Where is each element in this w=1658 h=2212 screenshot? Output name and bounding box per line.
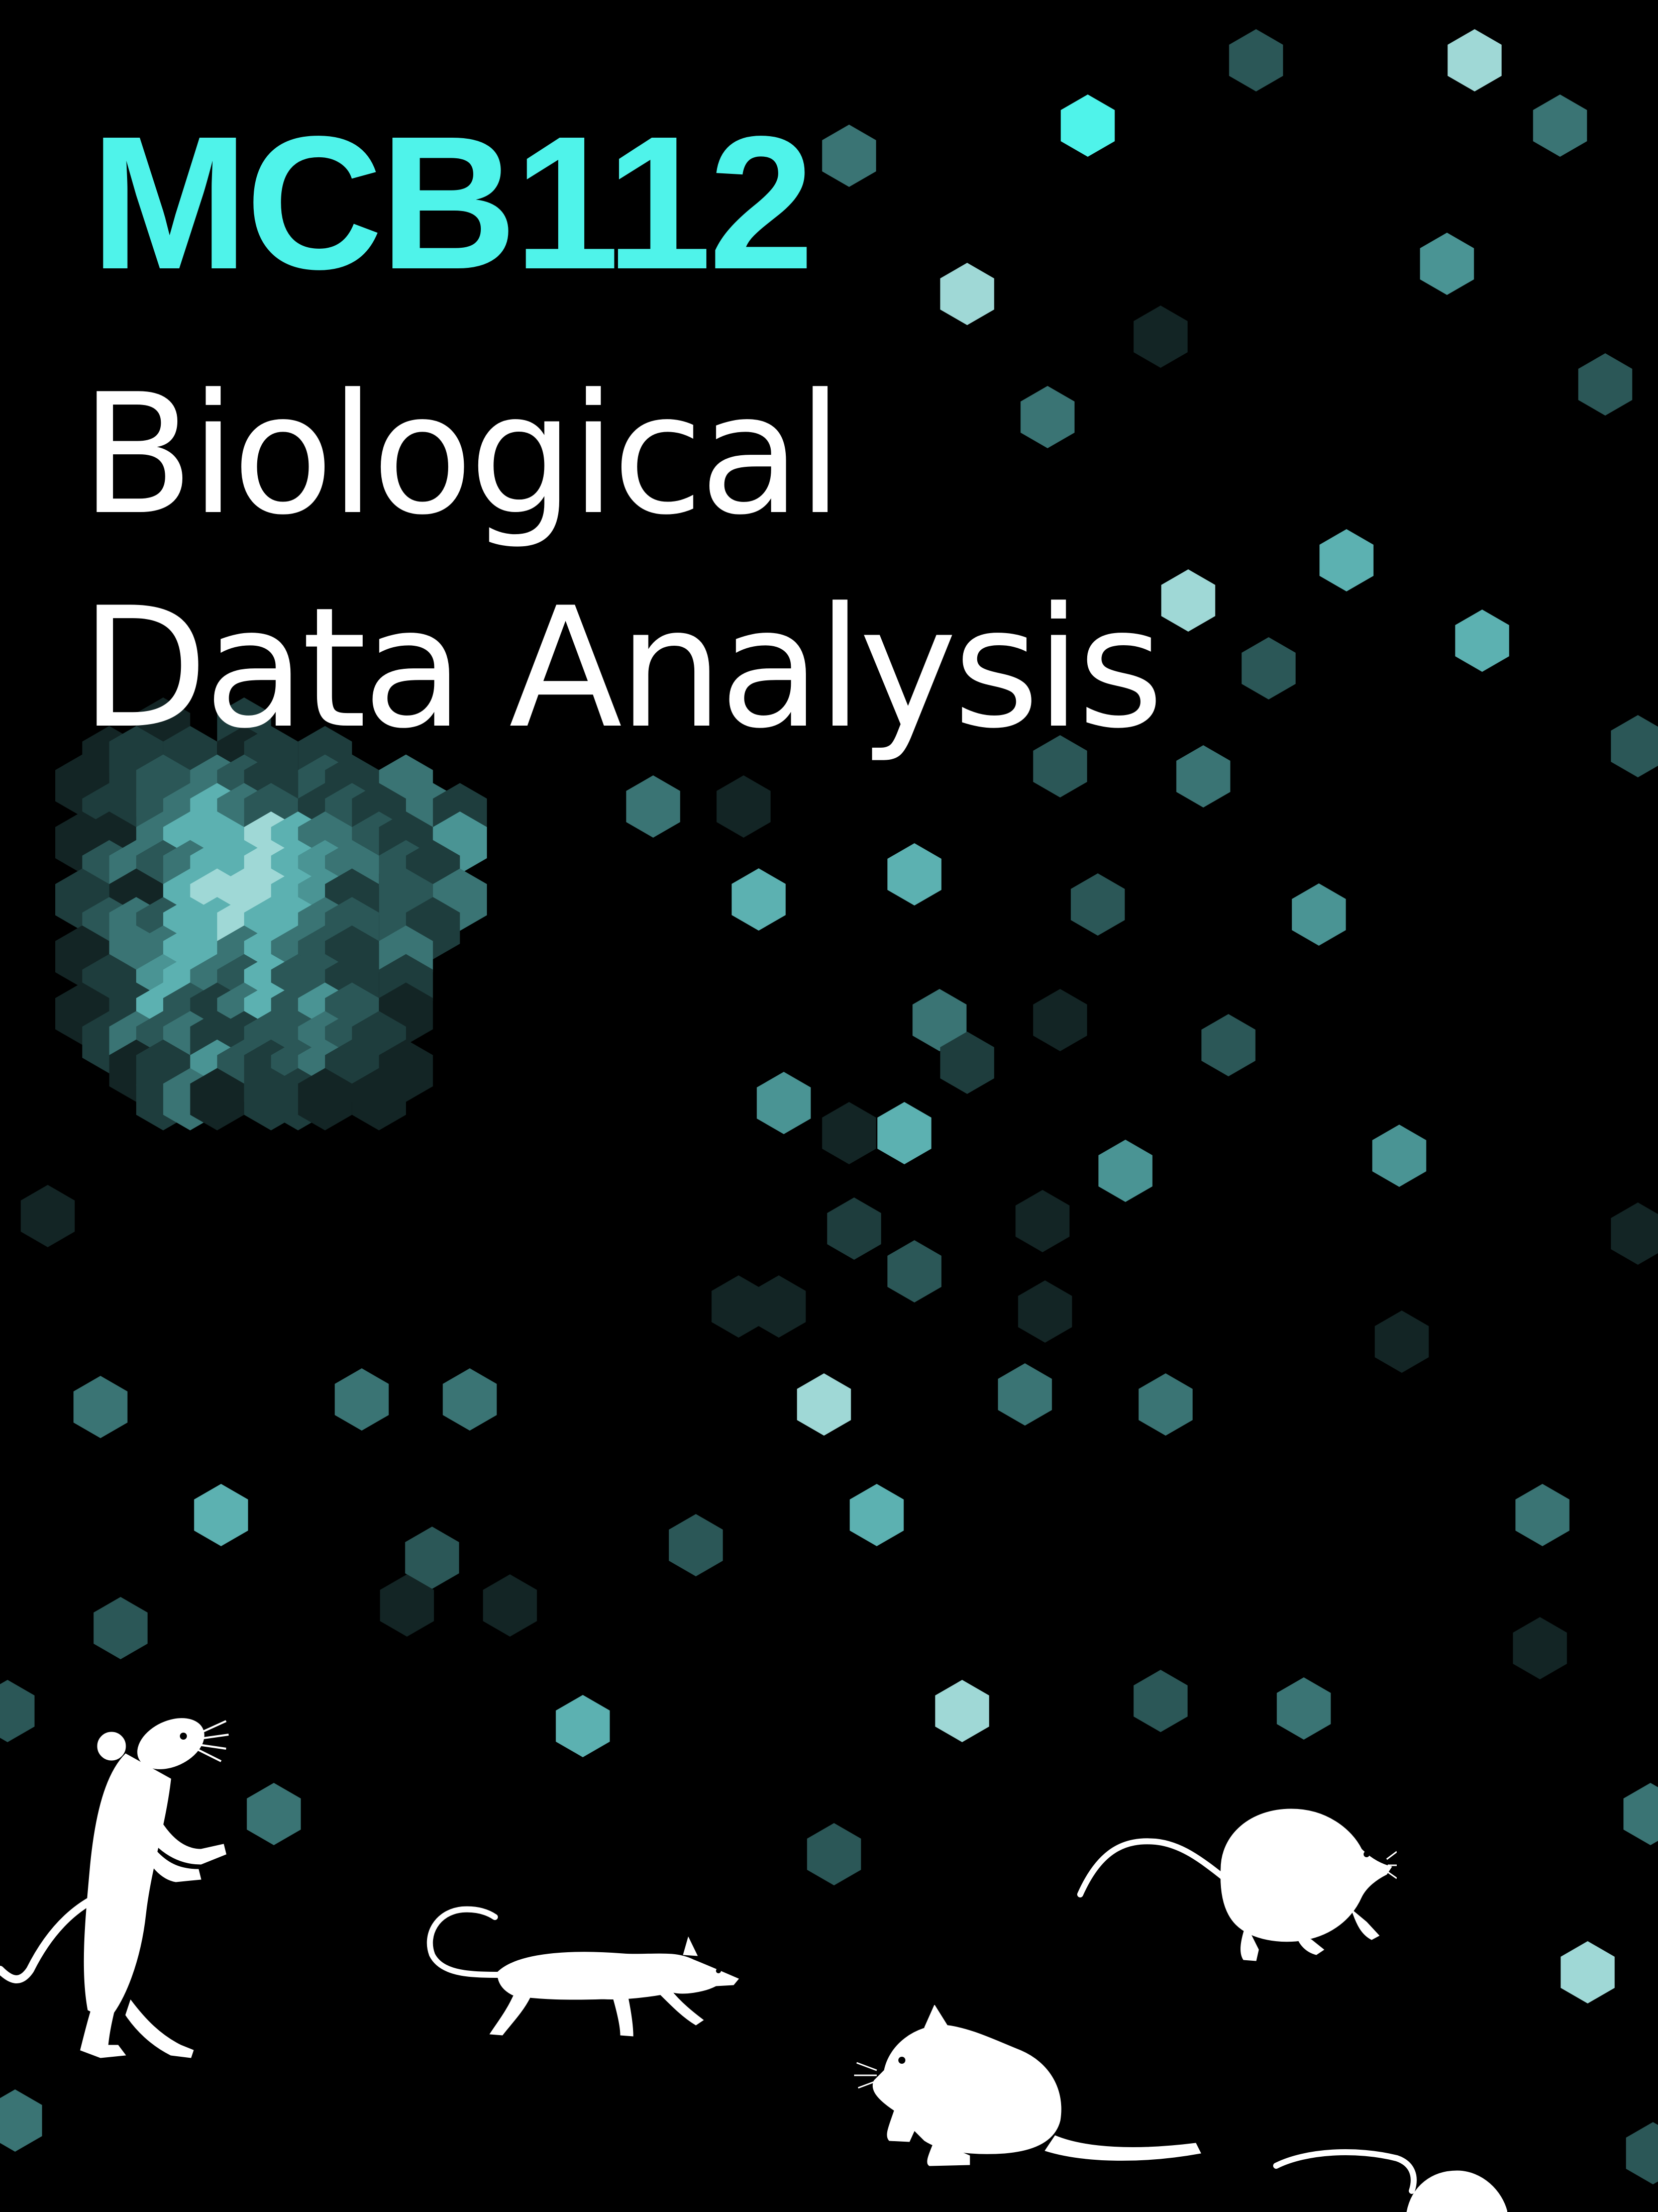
- partial-rodent-icon: [1273, 2149, 1507, 2212]
- hexagon-cell: [1420, 233, 1474, 295]
- hexagon-cell: [1020, 386, 1075, 448]
- hexagon-cell: [1319, 529, 1374, 591]
- hexagon-cell: [93, 1597, 148, 1659]
- hexagon-cell: [1161, 569, 1215, 632]
- hexagon-cell: [1133, 306, 1188, 368]
- hexagon-cell: [1292, 883, 1346, 946]
- hexagon-cell: [1071, 873, 1125, 936]
- hexagon-cell: [887, 843, 942, 906]
- hexagon-cell: [483, 1574, 537, 1637]
- hexagon-cell: [1201, 1014, 1256, 1076]
- hexagon-cell: [877, 1102, 931, 1164]
- hexagon-cell: [335, 1368, 389, 1431]
- hexagon-cell: [732, 868, 786, 931]
- hexagon-cell: [716, 775, 771, 838]
- hexagon-cell: [1033, 989, 1087, 1051]
- hexagon-cell: [1033, 735, 1087, 797]
- hexagon-cell: [1241, 637, 1296, 699]
- hexagon-cell: [1611, 1202, 1658, 1265]
- hexagon-cell: [1447, 29, 1502, 91]
- hexagon-cell: [940, 1032, 994, 1094]
- hexagon-cell: [998, 1363, 1052, 1426]
- hexagon-cell: [669, 1514, 723, 1576]
- title-line-2: Data Analysis: [80, 572, 1164, 765]
- hexagon-cell: [827, 1197, 881, 1260]
- hexagon-cell: [405, 1527, 459, 1589]
- sitting-rodent-icon: [854, 2005, 1201, 2166]
- hexagon-cell: [752, 1275, 806, 1338]
- hexagon-cell: [1229, 29, 1283, 91]
- title-line-1: Biological: [80, 358, 843, 551]
- hexagon-cell: [73, 1376, 128, 1438]
- hexagon-cell: [822, 1102, 876, 1164]
- hexagon-cell: [626, 775, 680, 838]
- standing-rodent-icon: [0, 1718, 229, 2058]
- hexagon-cell: [1015, 1190, 1070, 1252]
- leaping-rodent-icon: [1077, 1808, 1397, 1961]
- hexagon-cell: [1372, 1125, 1426, 1187]
- hexagon-cell: [0, 1680, 35, 1742]
- hexagon-cell: [757, 1072, 811, 1134]
- hexagon-cell: [443, 1368, 497, 1431]
- hexagon-cell: [822, 125, 876, 187]
- hexagon-cell: [912, 989, 967, 1051]
- hexagon-cell: [1133, 1670, 1188, 1732]
- hexagon-cell: [190, 1068, 244, 1131]
- hexagon-cell: [1176, 745, 1230, 808]
- hexagon-cell: [1138, 1373, 1193, 1436]
- hexagon-cell: [21, 1185, 75, 1247]
- hexagon-cell: [797, 1373, 851, 1436]
- hexagon-cell: [850, 1484, 904, 1546]
- hexagon-cell: [380, 1574, 434, 1637]
- hexagon-cell: [935, 1680, 989, 1742]
- hexagon-cell: [1513, 1617, 1567, 1679]
- hexagon-cell: [940, 263, 994, 325]
- running-rodent-icon: [427, 1906, 739, 2037]
- hexagon-cell: [247, 1783, 301, 1845]
- hexagon-cell: [1455, 610, 1509, 672]
- hexagon-cell: [556, 1695, 610, 1757]
- hexagon-cell: [1561, 1941, 1615, 2003]
- hexagon-cell: [1626, 2122, 1658, 2184]
- hexagon-cell: [352, 1068, 406, 1131]
- hexagon-cell: [1623, 1783, 1658, 1845]
- hexagon-cell: [807, 1823, 861, 1885]
- hexagon-cell: [1533, 94, 1587, 157]
- hexagon-cell: [194, 1484, 248, 1546]
- hexagon-cell: [887, 1240, 942, 1302]
- hexagon-cell: [1578, 353, 1632, 416]
- hexagon-cell: [1098, 1140, 1153, 1202]
- hexagon-cell: [1611, 715, 1658, 777]
- hexagon-cell: [1061, 94, 1115, 157]
- hexagon-cell: [0, 2089, 42, 2152]
- hexagon-cell: [1018, 1280, 1072, 1343]
- hexagon-cell: [1515, 1484, 1570, 1546]
- hexagon-cell: [298, 1068, 352, 1131]
- hexagon-cell: [1277, 1677, 1331, 1740]
- hexagon-cell: [1375, 1311, 1429, 1373]
- course-code: MCB112: [90, 97, 814, 309]
